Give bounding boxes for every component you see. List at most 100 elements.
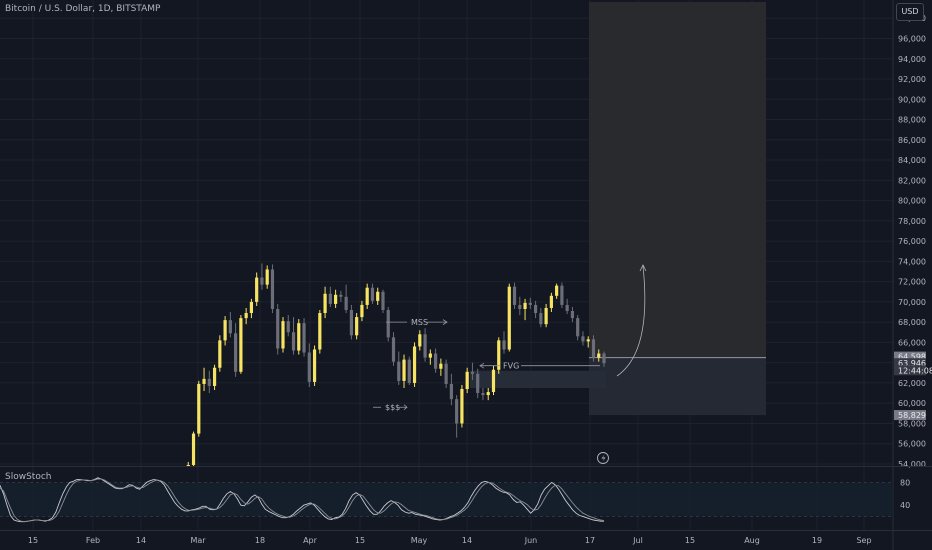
candle[interactable] bbox=[523, 298, 527, 321]
candle[interactable] bbox=[423, 328, 427, 362]
candle-body bbox=[323, 293, 327, 314]
candle[interactable] bbox=[297, 319, 301, 355]
candle[interactable] bbox=[602, 351, 606, 367]
candle[interactable] bbox=[528, 297, 532, 309]
candle[interactable] bbox=[565, 298, 569, 315]
stoch-band bbox=[0, 481, 893, 517]
candle[interactable] bbox=[381, 289, 385, 314]
candle[interactable] bbox=[328, 286, 332, 307]
indicator-label[interactable]: SlowStoch bbox=[5, 472, 52, 482]
candle[interactable] bbox=[402, 354, 406, 388]
candle[interactable] bbox=[591, 335, 596, 362]
candle[interactable] bbox=[202, 367, 206, 392]
candle[interactable] bbox=[344, 284, 348, 314]
candle[interactable] bbox=[191, 431, 196, 469]
candle[interactable] bbox=[418, 330, 422, 351]
candle[interactable] bbox=[312, 345, 317, 386]
candle[interactable] bbox=[497, 337, 501, 374]
candle[interactable] bbox=[255, 272, 259, 306]
candle[interactable] bbox=[244, 307, 248, 325]
candle[interactable] bbox=[323, 286, 327, 319]
projection-arrowhead bbox=[639, 264, 647, 272]
candle[interactable] bbox=[407, 356, 411, 385]
candle[interactable] bbox=[339, 290, 343, 302]
candle[interactable] bbox=[465, 367, 469, 394]
candle[interactable] bbox=[386, 306, 390, 342]
candle[interactable] bbox=[334, 289, 338, 308]
candle[interactable] bbox=[434, 348, 438, 373]
fvg-zone[interactable] bbox=[470, 370, 606, 388]
candle[interactable] bbox=[470, 362, 475, 380]
candle[interactable] bbox=[586, 336, 590, 348]
candle[interactable] bbox=[491, 365, 496, 396]
currency-button[interactable]: USD bbox=[896, 3, 924, 21]
candle[interactable] bbox=[349, 304, 353, 340]
candle[interactable] bbox=[460, 384, 464, 428]
candle[interactable] bbox=[555, 283, 559, 299]
candle[interactable] bbox=[486, 387, 490, 401]
candle[interactable] bbox=[444, 359, 448, 388]
price-axis-bg bbox=[893, 0, 932, 550]
candle[interactable] bbox=[270, 264, 275, 314]
projection-curve[interactable] bbox=[616, 265, 646, 377]
candle[interactable] bbox=[365, 283, 369, 309]
candle[interactable] bbox=[576, 315, 580, 341]
candle[interactable] bbox=[370, 283, 375, 304]
candle[interactable] bbox=[439, 358, 443, 376]
candle-body bbox=[407, 359, 411, 383]
lightning-icon[interactable] bbox=[597, 452, 609, 464]
candle[interactable] bbox=[376, 287, 380, 305]
candle[interactable] bbox=[539, 307, 543, 328]
candle[interactable] bbox=[512, 282, 517, 309]
candle[interactable] bbox=[281, 317, 285, 353]
candle[interactable] bbox=[560, 282, 564, 308]
candle[interactable] bbox=[276, 303, 280, 355]
candle[interactable] bbox=[597, 349, 601, 362]
candle[interactable] bbox=[318, 309, 322, 354]
candle[interactable] bbox=[502, 331, 506, 354]
candle[interactable] bbox=[228, 312, 232, 338]
candle[interactable] bbox=[223, 316, 227, 346]
candle[interactable] bbox=[476, 368, 480, 399]
candle[interactable] bbox=[455, 395, 459, 438]
candle[interactable] bbox=[307, 343, 311, 387]
candle[interactable] bbox=[212, 364, 217, 391]
candle[interactable] bbox=[507, 283, 511, 352]
candle[interactable] bbox=[518, 296, 522, 316]
candle[interactable] bbox=[291, 317, 296, 355]
candle[interactable] bbox=[260, 263, 264, 290]
candle[interactable] bbox=[197, 380, 201, 437]
candle[interactable] bbox=[234, 323, 238, 377]
candle[interactable] bbox=[533, 300, 538, 319]
liquidity-arrowhead bbox=[403, 404, 408, 411]
candle[interactable] bbox=[249, 298, 254, 319]
candle-body bbox=[307, 352, 311, 382]
candle[interactable] bbox=[428, 349, 432, 365]
candle[interactable] bbox=[360, 300, 364, 322]
candle[interactable] bbox=[355, 313, 359, 340]
candle[interactable] bbox=[549, 292, 553, 313]
candle[interactable] bbox=[239, 315, 243, 374]
candle[interactable] bbox=[570, 306, 575, 323]
candle-body bbox=[523, 302, 527, 309]
candle[interactable] bbox=[391, 332, 396, 366]
candle[interactable] bbox=[265, 265, 269, 289]
candle[interactable] bbox=[302, 318, 306, 357]
candle[interactable] bbox=[481, 387, 485, 401]
candle[interactable] bbox=[218, 335, 222, 372]
candle[interactable] bbox=[412, 342, 417, 387]
candle-body bbox=[449, 383, 453, 400]
candle[interactable] bbox=[544, 303, 548, 328]
stoch-line-d[interactable] bbox=[0, 478, 605, 523]
candle[interactable] bbox=[286, 315, 290, 337]
candle[interactable] bbox=[186, 461, 190, 496]
candle[interactable] bbox=[207, 370, 211, 394]
candle[interactable] bbox=[397, 351, 401, 385]
stop-zone[interactable] bbox=[589, 357, 766, 416]
price-axis[interactable]: 54,00056,00058,00060,00062,00064,00066,0… bbox=[892, 0, 932, 550]
candle[interactable] bbox=[581, 331, 585, 346]
time-axis[interactable]: 15 Feb 14 Mar 18 Apr 15 May 14 Jun 17 Jul 15 Aug 19 Sep bbox=[28, 536, 872, 545]
target-zone[interactable] bbox=[589, 2, 766, 358]
candle[interactable] bbox=[449, 373, 453, 406]
